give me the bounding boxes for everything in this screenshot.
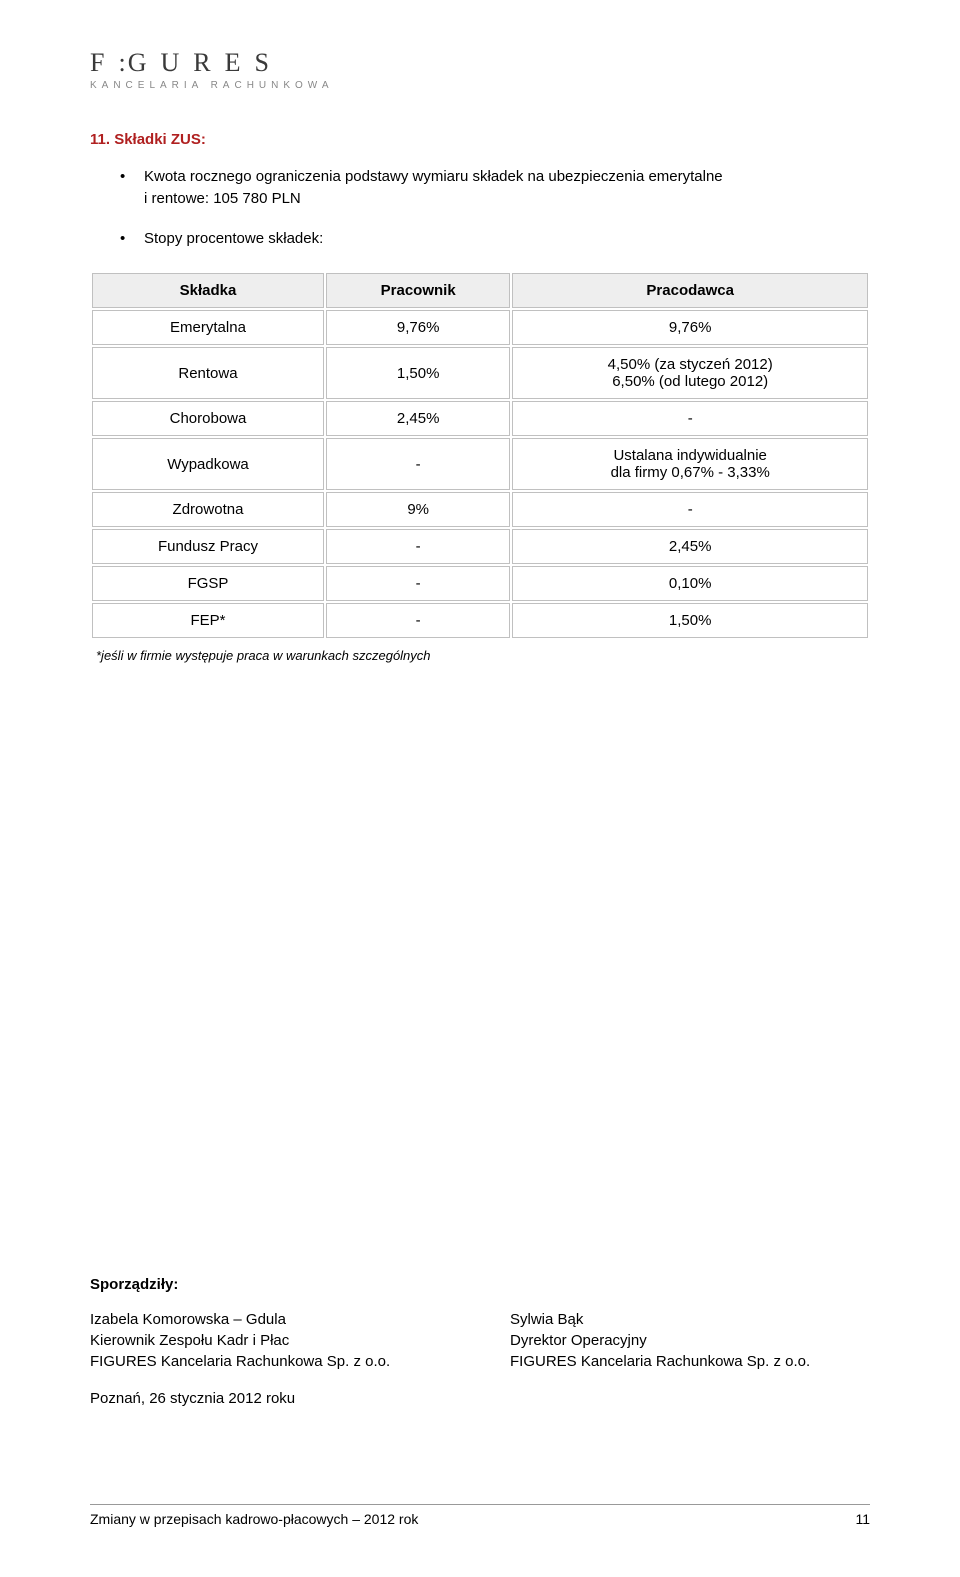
th-pracodawca: Pracodawca (512, 273, 868, 308)
bullet-1: Kwota rocznego ograniczenia podstawy wym… (120, 166, 870, 210)
cell-c3: 1,50% (512, 603, 868, 638)
cell-name: Zdrowotna (92, 492, 324, 527)
logo-main: F:GURES (90, 50, 870, 76)
cell-c2: - (326, 566, 510, 601)
cell-c3: - (512, 401, 868, 436)
cell-c3: 4,50% (za styczeń 2012)6,50% (od lutego … (512, 347, 868, 399)
cell-name: Rentowa (92, 347, 324, 399)
cell-c3: 2,45% (512, 529, 868, 564)
table-row: Rentowa 1,50% 4,50% (za styczeń 2012)6,5… (92, 347, 868, 399)
logo-rest: GURES (128, 48, 283, 77)
cell-c2: - (326, 438, 510, 490)
sign-heading: Sporządziły: (90, 1276, 870, 1293)
footer-page-number: 11 (855, 1511, 870, 1527)
footer-left: Zmiany w przepisach kadrowo-płacowych – … (90, 1511, 418, 1527)
page: F:GURES KANCELARIA RACHUNKOWA 11. Składk… (0, 0, 960, 1577)
table-row: FEP* - 1,50% (92, 603, 868, 638)
logo: F:GURES KANCELARIA RACHUNKOWA (90, 50, 870, 91)
sign-right-name: Sylwia Bąk (510, 1309, 870, 1330)
cell-c3: - (512, 492, 868, 527)
sign-columns: Izabela Komorowska – Gdula Kierownik Zes… (90, 1309, 870, 1372)
cell-c2: 9,76% (326, 310, 510, 345)
signatures: Sporządziły: Izabela Komorowska – Gdula … (90, 1276, 870, 1407)
sign-right-company: FIGURES Kancelaria Rachunkowa Sp. z o.o. (510, 1351, 870, 1372)
footer: Zmiany w przepisach kadrowo-płacowych – … (90, 1504, 870, 1527)
th-pracownik: Pracownik (326, 273, 510, 308)
section-title: 11. Składki ZUS: (90, 131, 870, 148)
table-row: Zdrowotna 9% - (92, 492, 868, 527)
sign-right-role: Dyrektor Operacyjny (510, 1330, 870, 1351)
bullet-1-line1: Kwota rocznego ograniczenia podstawy wym… (144, 168, 723, 185)
cell-c3: 0,10% (512, 566, 868, 601)
cell-name: FEP* (92, 603, 324, 638)
cell-c2: - (326, 603, 510, 638)
cell-c2: 9% (326, 492, 510, 527)
bullet-1-line2: i rentowe: 105 780 PLN (144, 190, 301, 207)
bullet-list: Kwota rocznego ograniczenia podstawy wym… (120, 166, 870, 249)
table-row: Fundusz Pracy - 2,45% (92, 529, 868, 564)
logo-f: F (90, 48, 118, 77)
sign-left-name: Izabela Komorowska – Gdula (90, 1309, 450, 1330)
logo-sub: KANCELARIA RACHUNKOWA (90, 80, 870, 91)
sign-left: Izabela Komorowska – Gdula Kierownik Zes… (90, 1309, 450, 1372)
sign-left-company: FIGURES Kancelaria Rachunkowa Sp. z o.o. (90, 1351, 450, 1372)
cell-name: Emerytalna (92, 310, 324, 345)
table-row: Chorobowa 2,45% - (92, 401, 868, 436)
th-skladka: Składka (92, 273, 324, 308)
cell-c2: - (326, 529, 510, 564)
table-row: Emerytalna 9,76% 9,76% (92, 310, 868, 345)
cell-name: FGSP (92, 566, 324, 601)
cell-c3: 9,76% (512, 310, 868, 345)
cell-name: Fundusz Pracy (92, 529, 324, 564)
sign-right: Sylwia Bąk Dyrektor Operacyjny FIGURES K… (450, 1309, 870, 1372)
cell-name: Chorobowa (92, 401, 324, 436)
table-footnote: *jeśli w firmie występuje praca w warunk… (96, 648, 870, 663)
table-row: FGSP - 0,10% (92, 566, 868, 601)
bullet-2-text: Stopy procentowe składek: (144, 230, 323, 247)
cell-c2: 2,45% (326, 401, 510, 436)
cell-c3: Ustalana indywidualniedla firmy 0,67% - … (512, 438, 868, 490)
table-row: Wypadkowa - Ustalana indywidualniedla fi… (92, 438, 868, 490)
sign-date: Poznań, 26 stycznia 2012 roku (90, 1390, 870, 1407)
zus-table: Składka Pracownik Pracodawca Emerytalna … (90, 271, 870, 640)
sign-left-role: Kierownik Zespołu Kadr i Płac (90, 1330, 450, 1351)
logo-colon: : (118, 48, 127, 77)
cell-name: Wypadkowa (92, 438, 324, 490)
bullet-2: Stopy procentowe składek: (120, 228, 870, 250)
cell-c2: 1,50% (326, 347, 510, 399)
table-header-row: Składka Pracownik Pracodawca (92, 273, 868, 308)
